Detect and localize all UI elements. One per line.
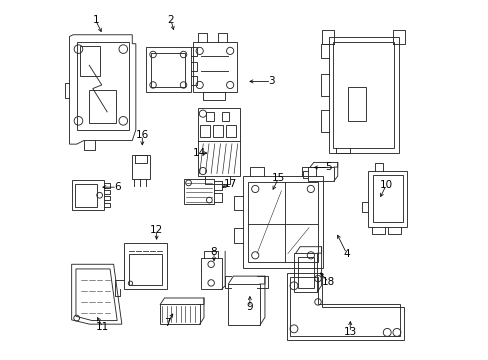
Bar: [242, 176, 323, 268]
Text: 8: 8: [210, 247, 217, 257]
Text: 6: 6: [114, 182, 120, 192]
Bar: [228, 284, 260, 325]
Bar: [221, 112, 229, 121]
Text: 5: 5: [325, 162, 331, 172]
Bar: [124, 243, 166, 289]
Bar: [367, 171, 406, 226]
Bar: [89, 90, 116, 123]
Text: 2: 2: [167, 15, 174, 26]
Bar: [131, 155, 150, 179]
Bar: [200, 125, 210, 138]
Bar: [225, 125, 235, 138]
Bar: [192, 42, 237, 92]
Text: 18: 18: [322, 277, 335, 287]
Bar: [308, 167, 333, 181]
Bar: [145, 47, 190, 92]
Text: 7: 7: [164, 319, 170, 328]
Text: 4: 4: [343, 248, 349, 258]
Text: 16: 16: [135, 130, 149, 140]
Bar: [72, 180, 104, 211]
Bar: [128, 253, 162, 285]
Text: 13: 13: [343, 327, 356, 337]
Bar: [212, 125, 223, 138]
Bar: [198, 108, 240, 176]
Bar: [293, 253, 317, 292]
Bar: [348, 87, 366, 121]
Text: 11: 11: [96, 322, 109, 332]
Text: 17: 17: [223, 179, 236, 189]
Bar: [372, 175, 402, 222]
Bar: [77, 42, 128, 130]
Bar: [151, 53, 185, 87]
Bar: [297, 257, 313, 288]
Bar: [184, 179, 213, 204]
Bar: [206, 112, 214, 121]
Text: 3: 3: [267, 76, 274, 86]
Text: 1: 1: [92, 15, 99, 26]
Text: 12: 12: [150, 225, 163, 235]
Bar: [75, 184, 97, 207]
Text: 15: 15: [271, 173, 285, 183]
Bar: [247, 182, 317, 262]
Bar: [160, 305, 199, 324]
Text: 10: 10: [379, 180, 392, 190]
Text: 9: 9: [246, 302, 253, 312]
Text: 14: 14: [193, 148, 206, 158]
Bar: [80, 45, 100, 76]
Bar: [201, 258, 221, 289]
